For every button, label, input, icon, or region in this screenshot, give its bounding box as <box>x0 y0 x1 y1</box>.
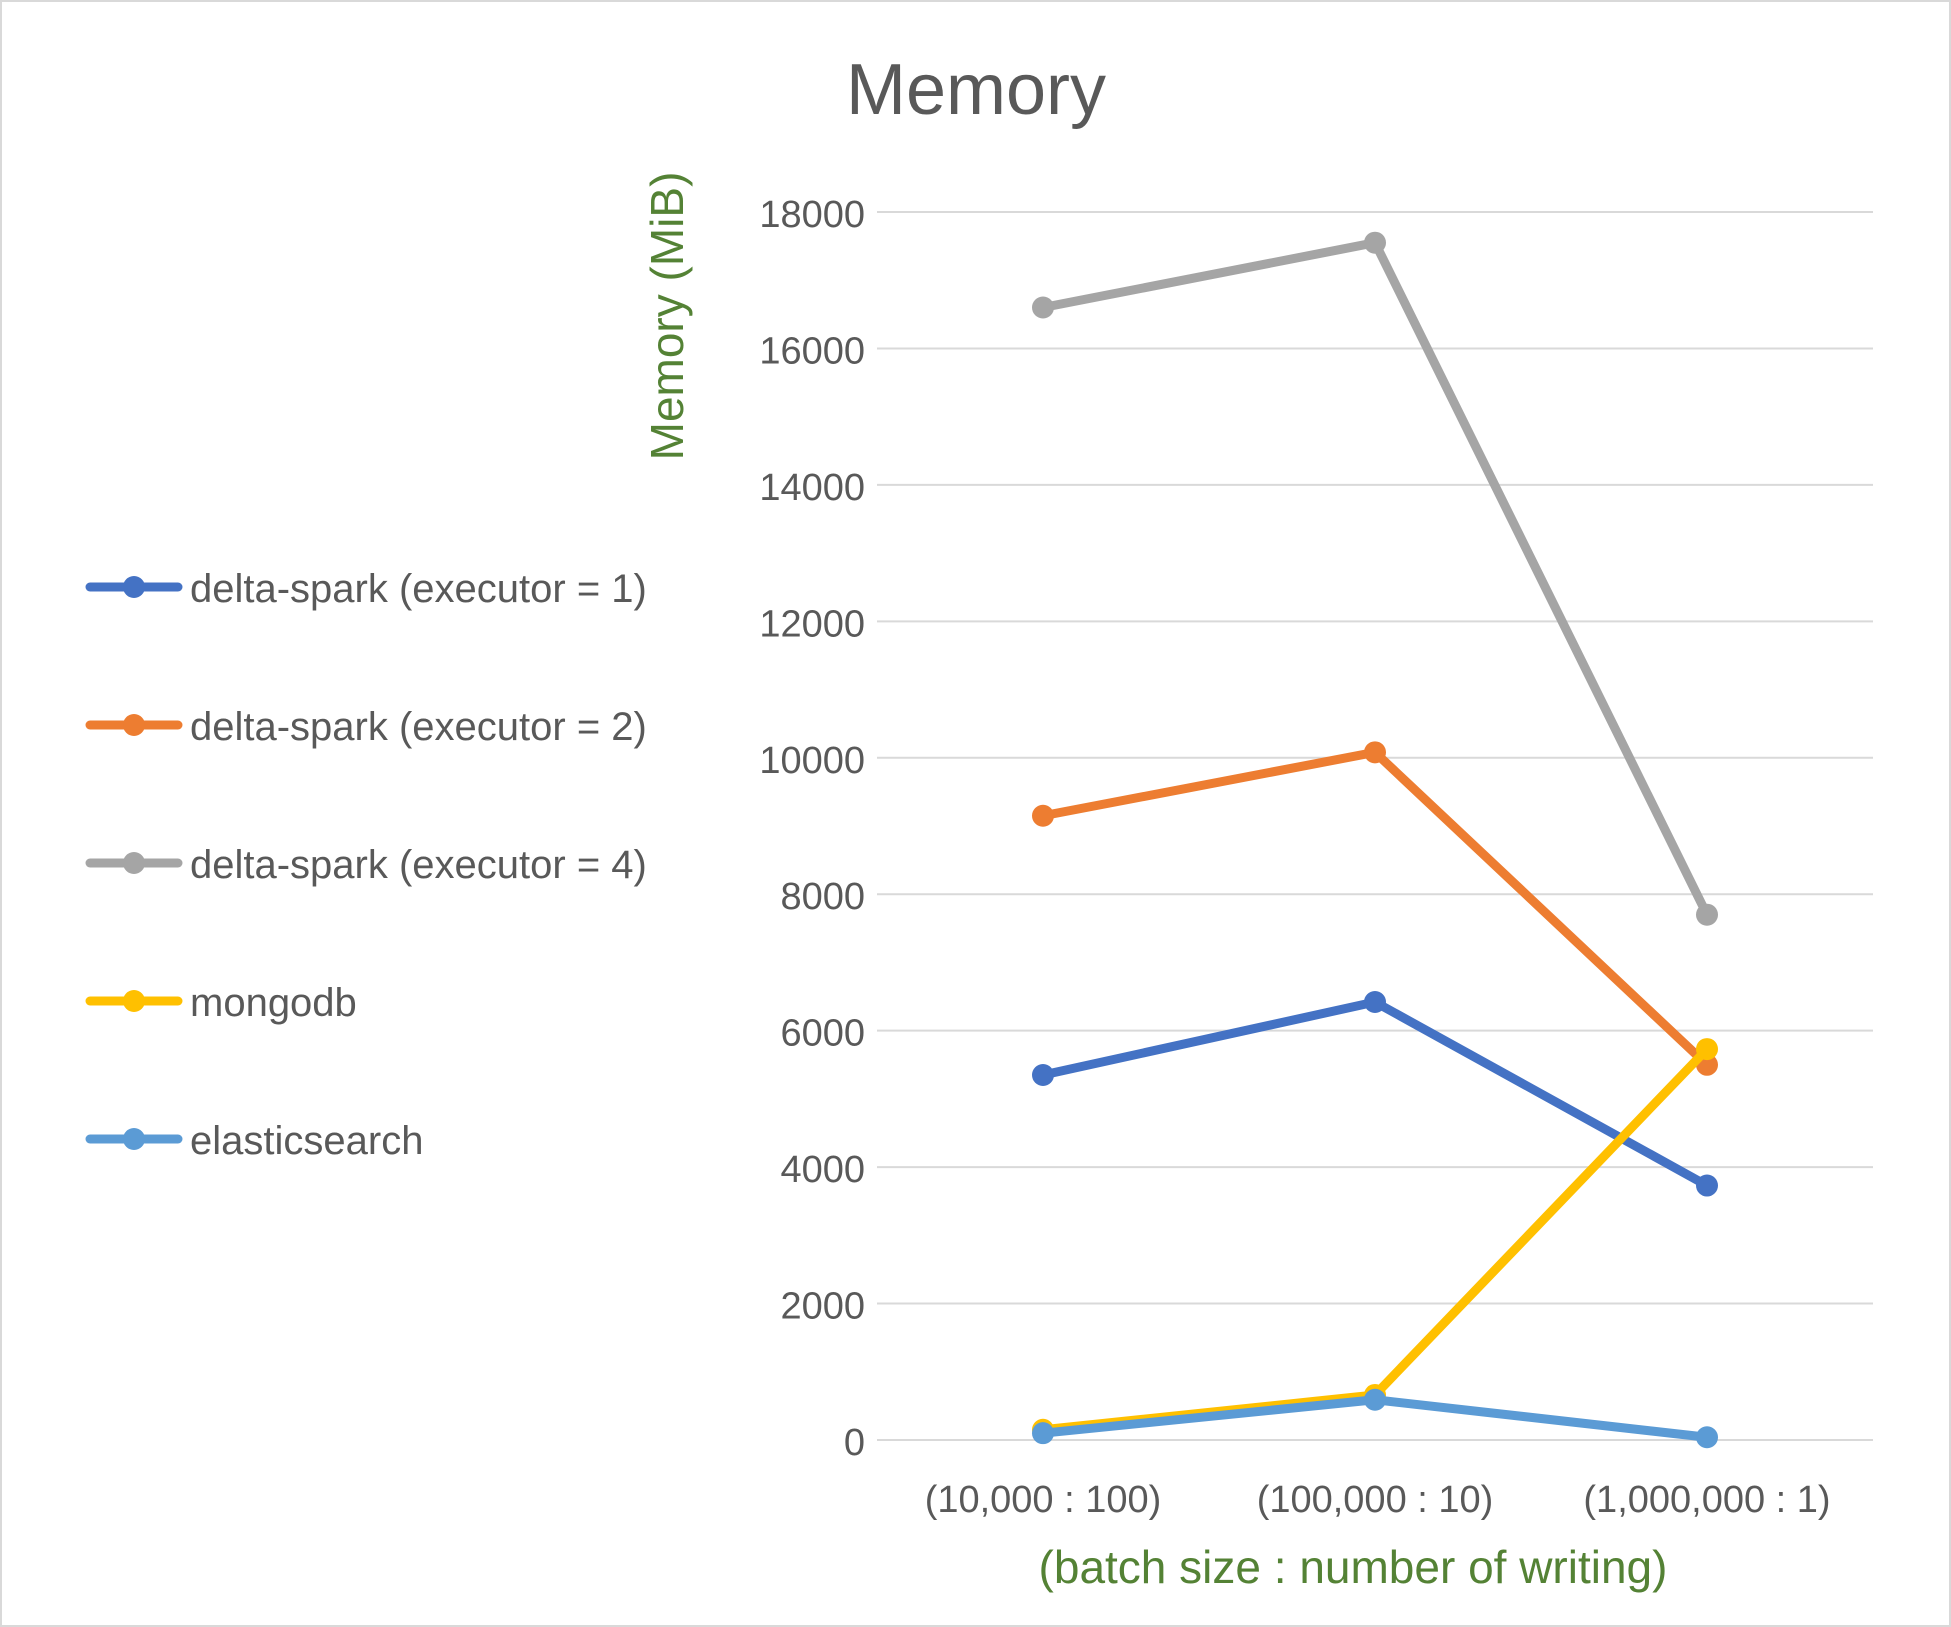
data-point-elasticsearch-3 <box>1696 1426 1718 1449</box>
y-tick-label-16000: 16000 <box>759 330 865 372</box>
series-line-mongodb <box>1038 1044 1712 1435</box>
series-elasticsearch <box>1032 1388 1718 1449</box>
y-tick-label-18000: 18000 <box>759 194 865 236</box>
legend-swatch-marker <box>123 1128 145 1150</box>
gridlines <box>877 211 1873 1441</box>
data-point-delta-spark-executor-2-1 <box>1032 804 1054 827</box>
series-delta-spark-executor-4 <box>1032 231 1718 926</box>
y-tick-label-10000: 10000 <box>759 740 865 782</box>
x-tick-label-1: (10,000 : 100) <box>925 1479 1162 1521</box>
legend-swatch-marker <box>123 576 145 598</box>
legend-label: elasticsearch <box>190 1119 423 1163</box>
legend-item-elasticsearch: elasticsearch <box>85 1119 423 1163</box>
y-tick-label-2000: 2000 <box>780 1286 865 1328</box>
data-point-delta-spark-executor-1-2 <box>1364 991 1386 1014</box>
data-point-delta-spark-executor-4-2 <box>1364 231 1386 254</box>
y-tick-label-8000: 8000 <box>780 876 865 918</box>
legend-label: delta-spark (executor = 2) <box>190 705 647 749</box>
series-mongodb <box>1032 1038 1718 1441</box>
data-point-delta-spark-executor-1-1 <box>1032 1064 1054 1087</box>
chart-title: Memory <box>846 50 1106 130</box>
series-line-delta-spark-executor-4 <box>1038 238 1712 920</box>
x-tick-label-3: (1,000,000 : 1) <box>1583 1479 1830 1521</box>
series-delta-spark-executor-2 <box>1032 741 1718 1076</box>
x-tick-label-2: (100,000 : 10) <box>1257 1479 1494 1521</box>
legend-label: mongodb <box>190 981 357 1025</box>
series-line-delta-spark-executor-2 <box>1038 747 1712 1070</box>
data-point-mongodb-3 <box>1696 1038 1718 1061</box>
legend-label: delta-spark (executor = 4) <box>190 843 647 887</box>
y-tick-label-6000: 6000 <box>780 1013 865 1055</box>
legend-item-delta-spark-executor-1: delta-spark (executor = 1) <box>85 567 647 611</box>
legend-label: delta-spark (executor = 1) <box>190 567 647 611</box>
legend-swatch-marker <box>123 852 145 874</box>
legend-swatch-marker <box>123 714 145 736</box>
legend-item-delta-spark-executor-4: delta-spark (executor = 4) <box>85 843 647 887</box>
series-lines <box>1032 231 1718 1449</box>
x-axis-title: (batch size : number of writing) <box>1039 1541 1668 1593</box>
legend-item-delta-spark-executor-2: delta-spark (executor = 2) <box>85 705 647 749</box>
data-point-elasticsearch-1 <box>1032 1422 1054 1445</box>
data-point-elasticsearch-2 <box>1364 1388 1386 1411</box>
y-tick-label-12000: 12000 <box>759 603 865 645</box>
data-point-delta-spark-executor-4-3 <box>1696 903 1718 926</box>
y-axis-ticks: 0 2000 4000 6000 8000 10000 12000 14000 16000 180… <box>759 194 865 1464</box>
legend-swatch-marker <box>123 990 145 1012</box>
y-axis-title: Memory (MiB) <box>641 172 693 461</box>
y-tick-label-0: 0 <box>844 1422 865 1464</box>
y-tick-label-14000: 14000 <box>759 467 865 509</box>
x-axis-ticks: (10,000 : 100) (100,000 : 10) (1,000,000 :… <box>925 1479 1831 1521</box>
legend: delta-spark (executor = 1) delta-spark (e… <box>85 567 647 1163</box>
y-tick-label-4000: 4000 <box>780 1149 865 1191</box>
legend-item-mongodb: mongodb <box>85 981 357 1025</box>
series-delta-spark-executor-1 <box>1032 991 1718 1197</box>
data-point-delta-spark-executor-1-3 <box>1696 1174 1718 1197</box>
data-point-delta-spark-executor-4-1 <box>1032 296 1054 319</box>
data-point-delta-spark-executor-2-2 <box>1364 741 1386 764</box>
